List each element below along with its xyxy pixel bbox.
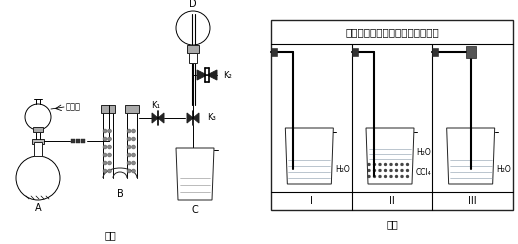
Bar [33,127,43,132]
Circle shape [108,169,111,173]
Circle shape [127,169,131,173]
Circle shape [103,161,107,165]
Text: III: III [468,196,477,206]
Circle shape [373,175,376,178]
Bar [71,139,75,143]
Polygon shape [366,128,414,184]
Polygon shape [193,113,199,123]
Circle shape [132,153,136,157]
Circle shape [176,11,210,45]
Circle shape [406,169,409,172]
Polygon shape [158,113,164,123]
Text: B: B [117,189,123,199]
Circle shape [127,129,131,133]
Circle shape [367,169,370,172]
Bar [81,139,85,143]
Polygon shape [197,70,207,80]
Circle shape [400,169,404,172]
Polygon shape [449,156,493,184]
Circle shape [379,175,381,178]
Circle shape [127,153,131,157]
Circle shape [406,163,409,166]
Bar [433,48,438,56]
Circle shape [127,145,131,149]
Circle shape [132,137,136,141]
Text: K₁: K₁ [152,102,161,111]
Circle shape [406,175,409,178]
Circle shape [132,161,136,165]
Bar [76,139,80,143]
Text: A: A [35,203,41,213]
Circle shape [373,163,376,166]
Circle shape [373,169,376,172]
Circle shape [384,175,387,178]
Text: 备选装置（其中水中含酩酆试液）: 备选装置（其中水中含酩酆试液） [345,27,439,37]
Bar [466,46,476,58]
Circle shape [400,175,404,178]
Circle shape [103,153,107,157]
Circle shape [132,169,136,173]
Circle shape [127,161,131,165]
Polygon shape [368,145,412,161]
Circle shape [390,169,393,172]
Text: 浓氨水: 浓氨水 [66,102,81,112]
Circle shape [25,104,51,130]
Circle shape [127,137,131,141]
Circle shape [108,161,111,165]
Circle shape [108,153,111,157]
Polygon shape [187,113,193,123]
Text: II: II [389,196,395,206]
Circle shape [395,175,398,178]
Polygon shape [368,161,412,184]
Polygon shape [176,148,214,200]
Bar [32,139,44,144]
Polygon shape [287,156,332,184]
Circle shape [103,129,107,133]
Polygon shape [207,70,217,80]
Circle shape [103,145,107,149]
Text: 图一: 图一 [104,230,116,240]
Circle shape [103,137,107,141]
Circle shape [379,163,381,166]
Bar [101,105,115,113]
Bar [352,48,357,56]
Text: K₂: K₂ [223,71,232,80]
Circle shape [132,145,136,149]
Bar [187,45,199,53]
Text: K₃: K₃ [207,113,216,122]
Circle shape [108,129,111,133]
Circle shape [384,169,387,172]
Polygon shape [152,113,158,123]
Circle shape [108,145,111,149]
Bar [271,20,513,210]
Text: I: I [310,196,313,206]
Bar [125,105,139,113]
Text: CCl₄: CCl₄ [416,168,431,177]
Text: C: C [192,205,198,215]
Polygon shape [447,128,495,184]
Text: H₂O: H₂O [416,148,431,157]
Circle shape [379,169,381,172]
Circle shape [132,129,136,133]
Circle shape [103,169,107,173]
Circle shape [395,169,398,172]
Text: H₂O: H₂O [497,165,511,174]
Circle shape [367,163,370,166]
Circle shape [384,163,387,166]
Circle shape [395,163,398,166]
Text: H₂O: H₂O [335,165,350,174]
Circle shape [367,175,370,178]
Circle shape [390,163,393,166]
Circle shape [390,175,393,178]
Polygon shape [285,128,334,184]
Text: 图二: 图二 [386,219,398,229]
Circle shape [16,156,60,200]
Circle shape [108,137,111,141]
Bar [271,48,277,56]
Bar [189,53,197,63]
Text: D: D [189,0,197,9]
Bar [34,142,42,156]
Circle shape [400,163,404,166]
